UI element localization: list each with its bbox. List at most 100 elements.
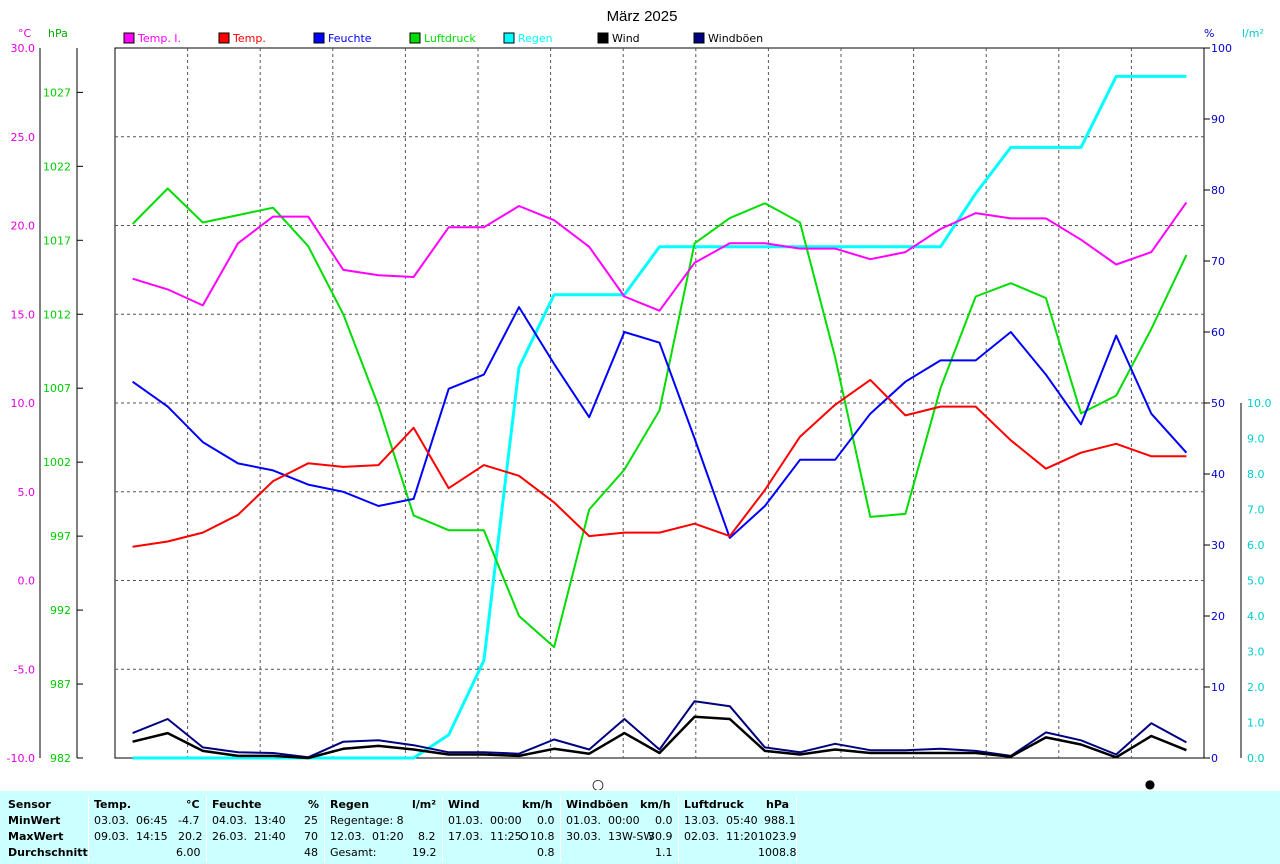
stats-temp-max-date: 09.03. 14:15 [94,830,168,843]
stats-feuchte-min-val: 25 [304,814,318,827]
stats-temp-min-date: 03.03. 06:45 [94,814,168,827]
stats-label-min: MinWert [8,814,61,827]
temp-unit-label: °C [18,27,32,40]
pressure-tick-label: 1022 [43,160,71,173]
rain-tick-label: 7.0 [1247,504,1265,517]
rain-tick-label: 1.0 [1247,717,1265,730]
stats-label-max: MaxWert [8,830,64,843]
chart-legend: Temp. I. Temp. Feuchte Luftdruck Regen Wind Wi… [123,32,763,45]
pressure-unit-label: hPa [48,27,68,40]
temp-tick-label: 15.0 [11,308,36,321]
legend-label: Wind [612,32,640,45]
humidity-tick-label: 70 [1211,255,1225,268]
stats-header-druck-unit: hPa [766,798,790,811]
statistics-panel [0,791,1280,864]
new-moon-icon: ● [1145,777,1155,790]
temp-tick-label: 20.0 [11,220,36,233]
chart-series [131,74,1188,760]
stats-header-temp-unit: °C [186,798,200,811]
temp-tick-label: 0.0 [18,575,36,588]
stats-wind-max-date: 17.03. 11:25 [448,830,522,843]
stats-header-boen: Windböen [566,798,629,811]
stats-header-wind: Wind [448,798,480,811]
series-line-temp [132,378,1187,548]
legend-label: Regen [518,32,553,45]
humidity-tick-label: 20 [1211,610,1225,623]
stats-druck-min-date: 13.03. 05:40 [684,814,758,827]
rain-unit-label: l/m² [1242,27,1264,40]
temp-tick-label: 30.0 [11,42,36,55]
humidity-tick-label: 100 [1211,42,1232,55]
pressure-tick-label: 1007 [43,382,71,395]
legend-swatch [693,32,705,44]
temp-tick-label: 25.0 [11,131,36,144]
humidity-tick-label: 40 [1211,468,1225,481]
stats-header-regen: Regen [330,798,370,811]
legend-label: Luftdruck [424,32,476,45]
legend-label: Windböen [708,32,763,45]
pressure-tick-label: 1027 [43,86,71,99]
chart-axes: 30.0 25.0 20.0 15.0 10.0 5.0 0.0 -5.0 -10.0 1027 1… [7,42,1272,765]
humidity-tick-label: 0 [1211,752,1218,765]
stats-regen-total-val: 19.2 [412,846,437,859]
stats-boen-min-val: 0.0 [655,814,673,827]
pressure-tick-label: 1012 [43,308,71,321]
pressure-tick-label: 982 [50,752,71,765]
legend-swatch [503,32,515,44]
series-line-luftdruck [131,187,1188,649]
temp-tick-label: 10.0 [11,397,36,410]
legend-swatch [409,32,421,44]
rain-tick-label: 4.0 [1247,610,1265,623]
humidity-tick-label: 10 [1211,681,1225,694]
stats-header-feuchte: Feuchte [212,798,262,811]
stats-temp-max-val: 20.2 [178,830,203,843]
stats-feuchte-min-date: 04.03. 13:40 [212,814,286,827]
series-line-temp-i [132,201,1188,312]
temp-tick-label: 5.0 [18,486,36,499]
humidity-tick-label: 60 [1211,326,1225,339]
stats-temp-min-val: -4.7 [178,814,200,827]
stats-header-sensor: Sensor [8,798,51,811]
rain-tick-label: 2.0 [1247,681,1265,694]
pressure-tick-label: 1017 [43,234,71,247]
rain-tick-label: 3.0 [1247,646,1265,659]
chart-title: März 2025 [607,8,678,25]
full-moon-icon: ○ [592,777,604,790]
rain-tick-label: 6.0 [1247,539,1265,552]
stats-label-avg: Durchschnitt [8,846,88,859]
legend-label: Feuchte [328,32,372,45]
stats-header-boen-unit: km/h [640,798,671,811]
stats-wind-avg-val: 0.8 [537,846,555,859]
pressure-tick-label: 987 [50,678,71,691]
chart-grid [114,47,1205,759]
stats-druck-avg-val: 1008.8 [758,846,797,859]
humidity-tick-label: 90 [1211,113,1225,126]
rain-tick-label: 5.0 [1247,575,1265,588]
legend-swatch [597,32,609,44]
stats-feuchte-max-date: 26.03. 21:40 [212,830,286,843]
weather-chart: März 2025 °C hPa % l/m² 30.0 25.0 20.0 15.0… [7,8,1272,790]
series-line-feuchte [132,306,1188,539]
pressure-tick-label: 997 [50,530,71,543]
legend-swatch [313,32,325,44]
stats-temp-avg-val: 6.00 [176,846,201,859]
humidity-tick-label: 50 [1211,397,1225,410]
stats-druck-max-date: 02.03. 11:20 [684,830,758,843]
stats-regen-total-label: Gesamt: [330,846,377,859]
stats-boen-min-date: 01.03. 00:00 [566,814,640,827]
stats-druck-max-val: 1023.9 [758,830,797,843]
legend-label: Temp. I. [137,32,181,45]
stats-wind-max-val: 10.8 [530,830,555,843]
humidity-tick-label: 80 [1211,184,1225,197]
stats-wind-max-dir: O [520,830,529,843]
stats-feuchte-avg-val: 48 [304,846,318,859]
stats-feuchte-max-val: 70 [304,830,318,843]
stats-druck-min-val: 988.1 [764,814,796,827]
stats-boen-avg-val: 1.1 [655,846,673,859]
pressure-tick-label: 1002 [43,456,71,469]
stats-boen-max-val: 30.9 [648,830,673,843]
temp-tick-label: -10.0 [7,752,35,765]
stats-regen-max-val: 8.2 [418,830,436,843]
rain-tick-label: 0.0 [1247,752,1265,765]
stats-wind-min-date: 01.03. 00:00 [448,814,522,827]
